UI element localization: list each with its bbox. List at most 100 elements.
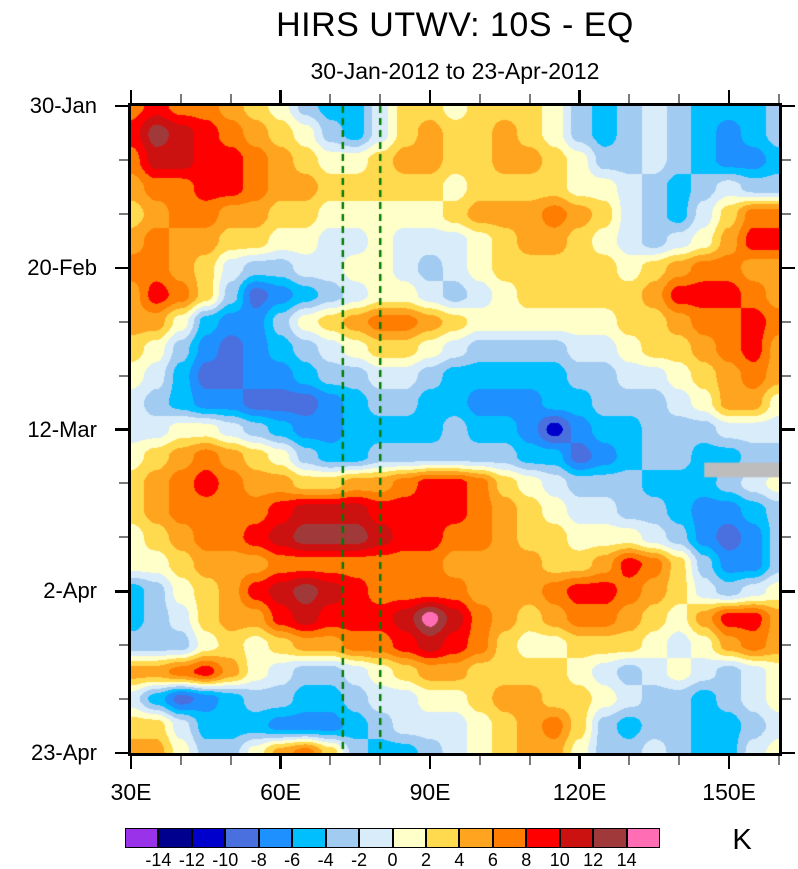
colorbar-tick-label: 10 [549, 850, 570, 869]
y-axis-major-tick [115, 266, 128, 269]
colorbar-cell [225, 828, 259, 848]
y-axis-tick-label: 20-Feb [27, 254, 97, 280]
y-axis-minor-tick-right [782, 698, 791, 701]
x-axis-tick-label: 30E [110, 779, 152, 805]
x-axis-major-tick-top [578, 90, 581, 103]
y-axis-major-tick [115, 590, 128, 593]
x-axis-minor-tick [229, 756, 232, 765]
y-axis-minor-tick [119, 536, 128, 539]
x-axis-minor-tick [628, 756, 631, 765]
colorbar-cell [125, 828, 159, 848]
y-axis-minor-tick-right [782, 536, 791, 539]
colorbar-tick-label: -12 [178, 850, 205, 869]
x-axis-tick-label: 90E [409, 779, 451, 805]
colorbar-cell [392, 828, 426, 848]
colorbar-unit-label: K [732, 824, 752, 856]
chart-subtitle: 30-Jan-2012 to 23-Apr-2012 [310, 58, 600, 84]
x-axis-minor-tick [379, 756, 382, 765]
x-axis-minor-tick [778, 756, 780, 765]
x-axis-minor-tick-top [528, 94, 531, 103]
x-axis-major-tick [279, 756, 282, 769]
x-axis-minor-tick-top [379, 94, 382, 103]
x-axis-minor-tick-top [678, 94, 681, 103]
colorbar-tick-label: -10 [212, 850, 239, 869]
y-axis-minor-tick [119, 158, 128, 161]
contour-field-canvas [131, 106, 779, 753]
x-axis-minor-tick [678, 756, 681, 765]
x-axis-minor-tick [179, 756, 182, 765]
x-axis-minor-tick-top [179, 94, 182, 103]
x-axis-minor-tick-top [478, 94, 481, 103]
x-axis-minor-tick [329, 756, 332, 765]
y-axis-major-tick-right [782, 428, 795, 431]
x-axis-tick-label: 60E [260, 779, 301, 805]
x-axis-major-tick [727, 756, 731, 769]
colorbar-cell [492, 828, 527, 848]
y-axis-minor-tick [119, 482, 128, 485]
y-axis-major-tick [115, 428, 128, 431]
x-axis-tick-label: 120E [552, 779, 607, 805]
colorbar-cell [593, 828, 627, 848]
x-axis-minor-tick-top [329, 94, 332, 103]
x-axis-minor-tick [528, 756, 531, 765]
y-axis-major-tick-right [782, 751, 795, 755]
y-axis-tick-label: 2-Apr [43, 578, 97, 604]
y-axis-minor-tick [119, 644, 128, 647]
colorbar-tick-label: -6 [284, 850, 301, 869]
x-axis-major-tick-top [279, 90, 282, 103]
y-axis-minor-tick-right [782, 482, 791, 485]
plot-border [128, 103, 782, 756]
colorbar-tick-label: -14 [145, 850, 172, 869]
x-axis-minor-tick [478, 756, 481, 765]
colorbar-cell [359, 828, 393, 848]
colorbar-cell [425, 828, 460, 848]
colorbar-tick-label: 2 [420, 850, 431, 869]
x-axis-major-tick-top [428, 90, 432, 103]
colorbar-cell [459, 828, 493, 848]
x-axis-minor-tick-top [778, 94, 780, 103]
y-axis-major-tick-right [782, 590, 795, 593]
y-axis-minor-tick-right [782, 158, 791, 161]
x-axis-major-tick [578, 756, 581, 769]
x-axis-major-tick-top [727, 90, 731, 103]
y-axis-minor-tick [119, 212, 128, 215]
colorbar-tick-label: -2 [351, 850, 368, 869]
colorbar-tick-label: 4 [454, 850, 465, 869]
y-axis-tick-label: 23-Apr [30, 740, 97, 765]
colorbar-tick-label: -8 [250, 850, 267, 869]
colorbar-cell [626, 828, 660, 848]
x-axis-tick-label: 150E [702, 779, 756, 805]
x-axis-major-tick [428, 756, 432, 769]
y-axis-major-tick [115, 104, 128, 108]
y-axis-major-tick-right [782, 266, 795, 269]
x-axis-minor-tick-top [229, 94, 232, 103]
y-axis-minor-tick-right [782, 374, 791, 377]
chart-title: HIRS UTWV: 10S - EQ [276, 6, 634, 44]
colorbar-cell [191, 828, 226, 848]
colorbar [125, 828, 660, 848]
colorbar-cell [292, 828, 326, 848]
colorbar-tick-label: 6 [487, 850, 498, 869]
y-axis-minor-tick-right [782, 212, 791, 215]
y-axis-minor-tick [119, 320, 128, 323]
colorbar-tick-label: 0 [387, 850, 398, 869]
y-axis-major-tick [115, 751, 128, 755]
colorbar-cell [325, 828, 360, 848]
colorbar-tick-label: 14 [616, 850, 637, 869]
colorbar-cell [559, 828, 594, 848]
colorbar-cell [526, 828, 560, 848]
x-axis-major-tick-top [129, 90, 133, 103]
y-axis-minor-tick [119, 374, 128, 377]
y-axis-tick-label: 30-Jan [29, 93, 97, 118]
x-axis-minor-tick-top [628, 94, 631, 103]
y-axis-minor-tick [119, 698, 128, 701]
colorbar-cell [158, 828, 192, 848]
y-axis-tick-label: 12-Mar [27, 416, 97, 442]
y-axis-minor-tick-right [782, 320, 791, 323]
colorbar-tick-label: 8 [521, 850, 532, 869]
y-axis-major-tick-right [782, 104, 795, 108]
y-axis-minor-tick-right [782, 644, 791, 647]
x-axis-major-tick [129, 756, 133, 769]
colorbar-tick-label: -4 [317, 850, 334, 869]
